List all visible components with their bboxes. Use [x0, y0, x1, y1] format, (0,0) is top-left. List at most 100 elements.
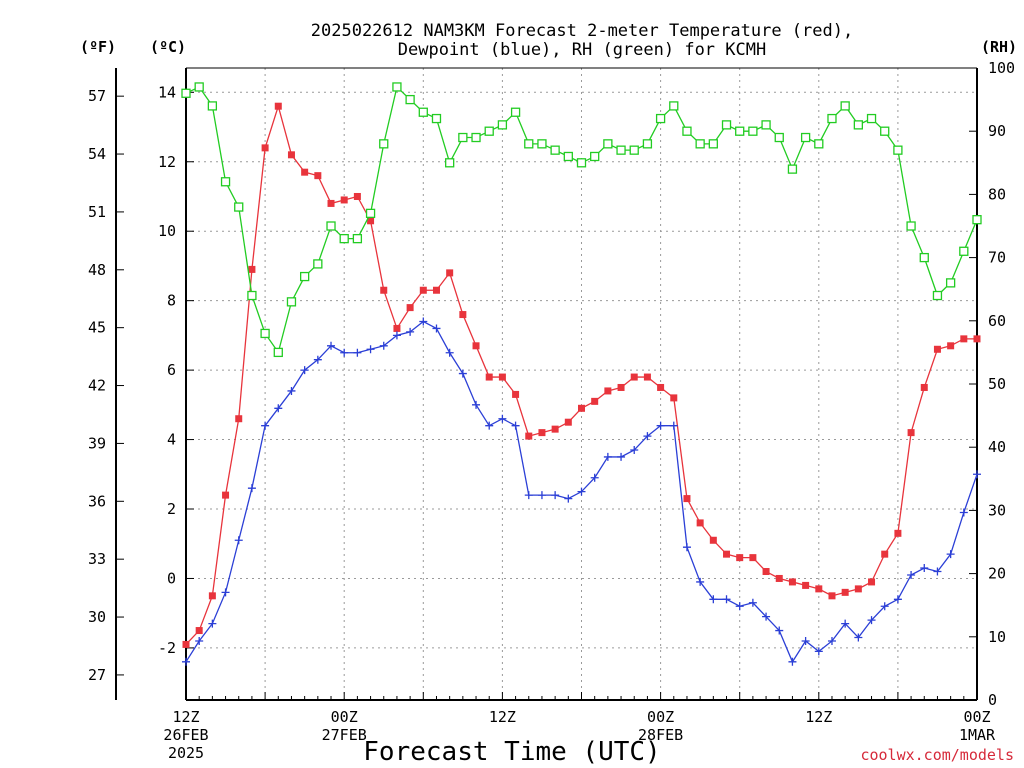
- data-point: [274, 102, 282, 110]
- data-point: [722, 595, 731, 604]
- chart-title-line1: 2025022612 NAM3KM Forecast 2-meter Tempe…: [311, 21, 853, 41]
- data-point: [352, 233, 363, 244]
- data-point: [182, 657, 190, 666]
- rh-tick-label: 10: [988, 628, 1006, 646]
- data-point: [432, 324, 441, 333]
- data-point: [367, 217, 375, 225]
- axes: 27 30 33 36 39 42 45 48 51 54 57 -2 0 2 4 6 8 10 12 14 0 10 20…: [88, 59, 1015, 709]
- data-point: [247, 484, 256, 493]
- data-point: [419, 317, 428, 326]
- data-point: [642, 139, 653, 149]
- data-point: [960, 335, 968, 343]
- data-point: [603, 452, 612, 461]
- data-point: [603, 139, 613, 149]
- data-point: [630, 373, 638, 381]
- data-point: [511, 421, 520, 430]
- data-point: [919, 252, 929, 263]
- data-point: [327, 341, 336, 350]
- data-point: [788, 657, 797, 666]
- data-point: [458, 369, 467, 378]
- data-point: [920, 383, 928, 391]
- fahrenheit-tick-label: 27: [88, 666, 106, 684]
- data-point: [643, 432, 652, 441]
- data-point: [551, 425, 559, 433]
- data-point: [261, 144, 269, 152]
- data-point: [393, 324, 401, 332]
- data-point: [973, 335, 981, 343]
- data-point: [959, 246, 969, 256]
- data-point: [484, 126, 494, 136]
- data-point: [313, 355, 322, 364]
- x-axis-label: Forecast Time (UTC): [363, 737, 660, 767]
- rh-tick-label: 20: [988, 565, 1006, 583]
- data-point: [405, 94, 415, 105]
- data-point: [576, 158, 587, 168]
- data-point: [287, 151, 295, 159]
- data-point: [787, 164, 798, 174]
- data-point: [973, 470, 981, 479]
- data-point: [195, 636, 204, 645]
- data-point: [590, 151, 600, 162]
- data-point: [260, 328, 270, 339]
- data-point: [840, 101, 850, 111]
- data-point: [762, 568, 770, 576]
- data-point: [643, 373, 651, 381]
- data-point: [485, 421, 494, 430]
- fahrenheit-tick-label: 33: [88, 550, 106, 568]
- data-point: [472, 400, 481, 409]
- data-point: [366, 345, 375, 354]
- fahrenheit-tick-label: 48: [88, 261, 106, 279]
- data-point: [815, 585, 823, 593]
- rh-tick-label: 40: [988, 438, 1006, 456]
- data-point: [682, 543, 691, 552]
- data-point: [880, 602, 889, 611]
- data-point: [868, 578, 876, 586]
- data-point: [748, 126, 758, 136]
- data-point: [524, 139, 534, 149]
- data-point: [340, 196, 348, 204]
- data-point: [695, 139, 705, 149]
- data-point: [932, 290, 943, 301]
- data-point: [735, 602, 744, 611]
- celsius-tick-label: 2: [167, 500, 176, 518]
- data-point: [788, 578, 796, 586]
- data-point: [590, 473, 599, 482]
- rh-tick-label: 30: [988, 501, 1006, 519]
- data-point: [933, 567, 942, 576]
- rh-tick-label: 70: [988, 249, 1006, 267]
- celsius-tick-label: -2: [158, 639, 176, 657]
- data-point: [723, 550, 731, 558]
- x-tick-label: 00Z: [647, 708, 674, 726]
- data-point: [286, 297, 297, 307]
- x-tick-label: 00Z: [331, 708, 358, 726]
- data-point: [406, 304, 414, 312]
- celsius-tick-label: 0: [167, 569, 176, 587]
- data-point: [472, 342, 480, 350]
- data-point: [867, 616, 876, 625]
- rh-tick-label: 0: [988, 691, 997, 709]
- data-point: [670, 394, 678, 402]
- data-point: [313, 259, 323, 269]
- data-point: [234, 202, 244, 212]
- rh-tick-label: 100: [988, 59, 1015, 77]
- data-point: [696, 577, 705, 586]
- data-point: [959, 508, 968, 517]
- rh-tick-label: 80: [988, 185, 1006, 203]
- data-point: [854, 633, 863, 642]
- x-tick-label: 27FEB: [322, 726, 367, 744]
- data-point: [208, 619, 217, 628]
- chart-title-line2: Dewpoint (blue), RH (green) for KCMH: [398, 40, 766, 60]
- data-point: [287, 386, 296, 395]
- x-tick-label: 00Z: [963, 708, 990, 726]
- data-point: [709, 595, 718, 604]
- rh-tick-label: 90: [988, 122, 1006, 140]
- celsius-tick-label: 12: [158, 153, 176, 171]
- data-point: [709, 536, 717, 544]
- x-tick-label: 12Z: [172, 708, 199, 726]
- data-point: [564, 418, 572, 426]
- data-point: [761, 120, 771, 130]
- data-point: [510, 107, 521, 117]
- data-point: [906, 221, 916, 231]
